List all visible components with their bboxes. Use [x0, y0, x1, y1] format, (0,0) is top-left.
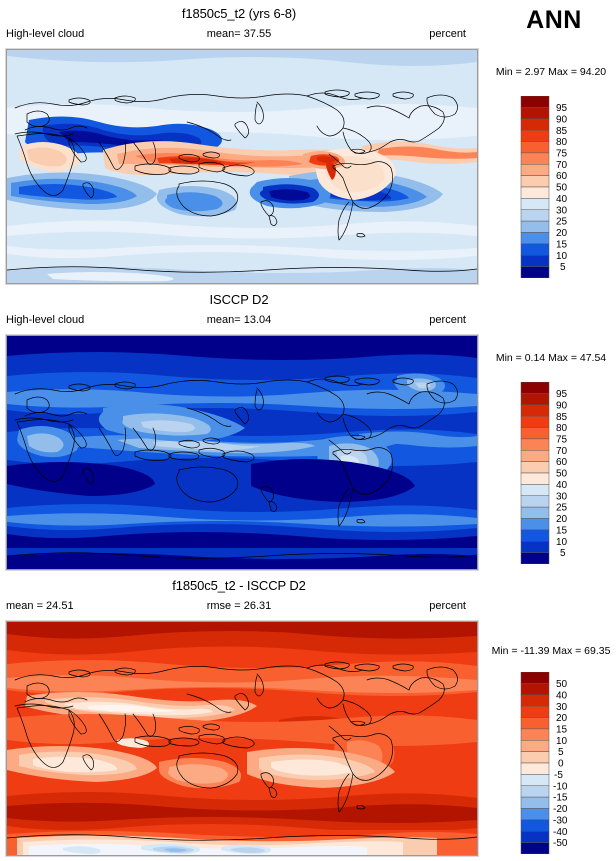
cbar-tick: -5	[554, 770, 563, 781]
cbar-tick: 15	[556, 239, 568, 250]
panel-model-title: f1850c5_t2 (yrs 6-8)	[181, 6, 297, 21]
cbar-tick: 25	[556, 217, 568, 228]
cbar-tick: 95	[556, 389, 568, 400]
map-difference[interactable]	[6, 621, 478, 856]
panel-obs-units-label: percent	[429, 314, 466, 326]
colorbar-model-svg: 95 90 85 80 75 70 60 50 40 30 25 20 15 1…	[520, 96, 568, 278]
map-model-svg	[7, 50, 477, 283]
cbar-tick: 20	[556, 514, 568, 525]
cbar-tick: 15	[556, 525, 568, 536]
cbar-tick: 60	[556, 457, 568, 468]
cbar-tick: 20	[556, 713, 568, 724]
panel-obs-title: ISCCP D2	[209, 292, 269, 307]
cbar-tick: 50	[556, 469, 568, 480]
colorbar-model: 95 90 85 80 75 70 60 50 40 30 25 20 15 1…	[486, 96, 616, 278]
map-obs[interactable]	[6, 335, 478, 570]
panel-model-minmax: Min = 2.97 Max = 94.20	[495, 66, 607, 78]
cbar-tick: 60	[556, 171, 568, 182]
cbar-tick: 40	[556, 194, 568, 205]
cbar-tick: 75	[556, 149, 568, 160]
map-model[interactable]	[6, 49, 478, 284]
cbar-tick: 40	[556, 690, 568, 701]
colorbar-obs-swatches	[520, 382, 550, 564]
cbar-tick: 90	[556, 400, 568, 411]
map-obs-svg	[7, 336, 477, 569]
cbar-tick: -10	[553, 781, 568, 792]
colorbar-obs-ticklabels: 95 90 85 80 75 70 60 50 40 30 25 20 15 1…	[556, 389, 568, 559]
colorbar-model-ticklabels: 95 90 85 80 75 70 60 50 40 30 25 20 15 1…	[556, 103, 568, 273]
colorbar-model-swatches	[520, 96, 550, 278]
panel-obs-stat-label: mean= 13.04	[206, 314, 272, 326]
cbar-tick: 5	[560, 262, 566, 273]
cbar-tick: 5	[560, 548, 566, 559]
cbar-tick: 70	[556, 446, 568, 457]
cbar-tick: 30	[556, 702, 568, 713]
panel-model-stat-label: mean= 37.55	[206, 28, 272, 40]
map-difference-svg	[7, 622, 477, 855]
panel-model-subheader: High-level cloud mean= 37.55 percent	[0, 28, 478, 42]
cbar-tick: 85	[556, 412, 568, 423]
cbar-tick: 10	[556, 736, 568, 747]
cbar-tick: -30	[553, 815, 568, 826]
cbar-tick: 40	[556, 480, 568, 491]
panel-obs-subheader: High-level cloud mean= 13.04 percent	[0, 314, 478, 328]
panel-difference-subheader: mean = 24.51 rmse = 26.31 percent	[0, 600, 478, 614]
cbar-tick: 80	[556, 137, 568, 148]
colorbar-difference-ticklabels: 50 40 30 20 15 10 5 0 -5 -10 -15 -20 -30…	[553, 679, 568, 849]
cbar-tick: 95	[556, 103, 568, 114]
colorbar-difference-swatches	[520, 672, 550, 854]
cbar-tick: 50	[556, 679, 568, 690]
panel-difference-units-label: percent	[429, 600, 466, 612]
cbar-tick: 30	[556, 205, 568, 216]
panel-difference-rmse-label: rmse = 26.31	[206, 600, 272, 612]
cbar-tick: -50	[553, 838, 568, 849]
cbar-tick: 20	[556, 228, 568, 239]
cbar-tick: 90	[556, 114, 568, 125]
cbar-tick: 50	[556, 183, 568, 194]
cbar-tick: 5	[558, 747, 564, 758]
cbar-tick: 30	[556, 491, 568, 502]
panel-difference-minmax: Min = -11.39 Max = 69.35	[491, 645, 611, 657]
panel-model-field-label: High-level cloud	[6, 28, 85, 40]
cbar-tick: 70	[556, 160, 568, 171]
colorbar-obs-svg: 95 90 85 80 75 70 60 50 40 30 25 20 15 1…	[520, 382, 568, 564]
cbar-tick: 10	[556, 251, 568, 262]
panel-model-units-label: percent	[429, 28, 466, 40]
colorbar-difference: 50 40 30 20 15 10 5 0 -5 -10 -15 -20 -30…	[486, 672, 616, 854]
panel-obs-minmax: Min = 0.14 Max = 47.54	[495, 352, 607, 364]
cbar-tick: 80	[556, 423, 568, 434]
cbar-tick: -15	[553, 793, 568, 804]
panel-obs-field-label: High-level cloud	[6, 314, 85, 326]
colorbar-obs: 95 90 85 80 75 70 60 50 40 30 25 20 15 1…	[486, 382, 616, 564]
cbar-tick: 25	[556, 503, 568, 514]
cbar-tick: -40	[553, 827, 568, 838]
cbar-tick: 10	[556, 537, 568, 548]
cbar-tick: 85	[556, 126, 568, 137]
colorbar-difference-svg: 50 40 30 20 15 10 5 0 -5 -10 -15 -20 -30…	[520, 672, 568, 854]
season-label: ANN	[526, 6, 582, 34]
panel-difference-title: f1850c5_t2 - ISCCP D2	[172, 578, 306, 593]
cbar-tick: 0	[558, 759, 564, 770]
panel-difference-mean-label: mean = 24.51	[6, 600, 74, 612]
cbar-tick: -20	[553, 804, 568, 815]
cbar-tick: 15	[556, 725, 568, 736]
cbar-tick: 75	[556, 435, 568, 446]
